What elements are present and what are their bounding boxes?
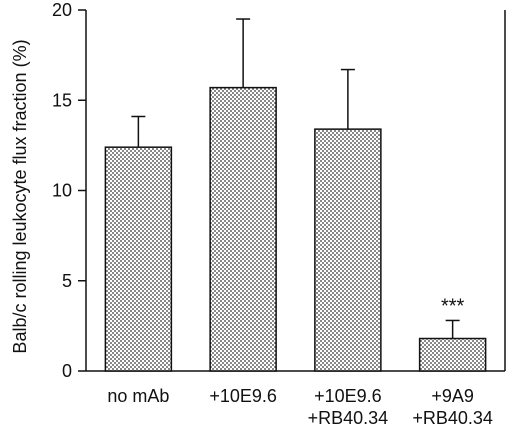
category-label: +RB40.34 [412, 408, 493, 428]
category-label: +9A9 [431, 386, 474, 406]
y-tick-label: 0 [62, 361, 72, 381]
significance-annotation: *** [441, 295, 465, 317]
category-label: +10E9.6 [314, 386, 382, 406]
category-label: +10E9.6 [209, 386, 277, 406]
category-label: +RB40.34 [308, 408, 389, 428]
category-label: no mAb [107, 386, 169, 406]
y-tick-label: 20 [52, 0, 72, 20]
bar [209, 86, 277, 372]
bar [104, 146, 173, 372]
bar [418, 337, 487, 372]
bar [314, 128, 382, 372]
y-tick-label: 15 [52, 90, 72, 110]
plot-area: 0 5 10 15 20 Balb/c rolling leukocyte flux fr… [10, 0, 506, 428]
y-tick-label: 10 [52, 181, 72, 201]
y-axis-title: Balb/c rolling leukocyte flux fraction (… [10, 39, 30, 353]
y-tick-label: 5 [62, 271, 72, 291]
